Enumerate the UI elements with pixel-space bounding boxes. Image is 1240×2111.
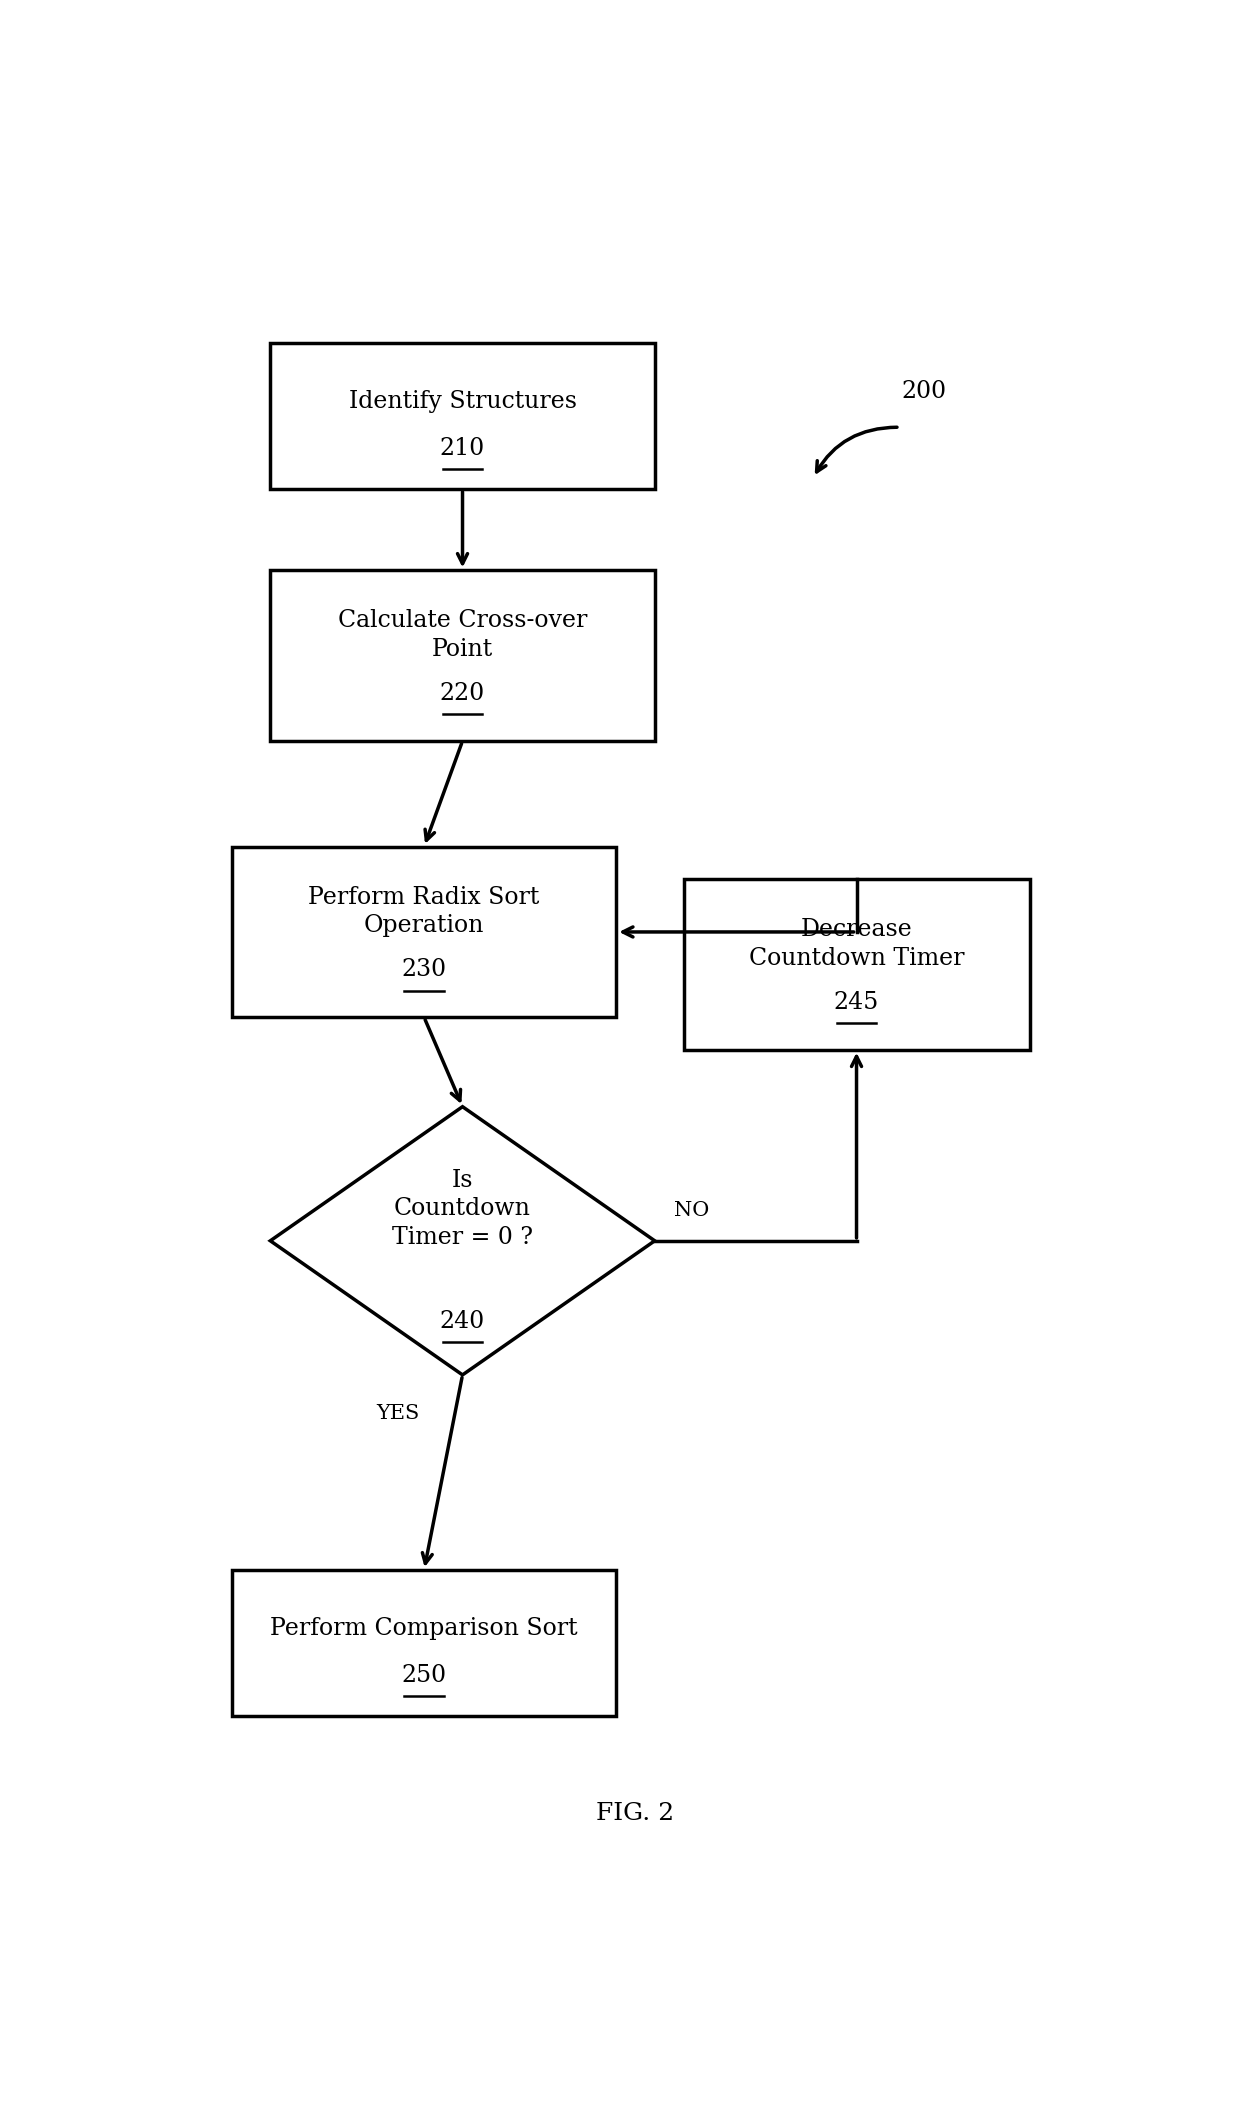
Text: NO: NO bbox=[675, 1201, 709, 1220]
Text: Calculate Cross-over
Point: Calculate Cross-over Point bbox=[337, 610, 588, 661]
FancyBboxPatch shape bbox=[232, 847, 616, 1018]
FancyBboxPatch shape bbox=[270, 570, 655, 741]
Polygon shape bbox=[270, 1106, 655, 1374]
Text: Perform Comparison Sort: Perform Comparison Sort bbox=[270, 1617, 578, 1640]
Text: FIG. 2: FIG. 2 bbox=[596, 1803, 675, 1826]
Text: Is
Countdown
Timer = 0 ?: Is Countdown Timer = 0 ? bbox=[392, 1169, 533, 1248]
Text: Identify Structures: Identify Structures bbox=[348, 391, 577, 414]
Text: 210: 210 bbox=[440, 437, 485, 460]
Text: 250: 250 bbox=[402, 1663, 446, 1687]
Text: 230: 230 bbox=[402, 958, 446, 982]
Text: 240: 240 bbox=[440, 1309, 485, 1332]
Text: 220: 220 bbox=[440, 682, 485, 705]
Text: Perform Radix Sort
Operation: Perform Radix Sort Operation bbox=[309, 887, 539, 937]
FancyBboxPatch shape bbox=[683, 878, 1029, 1049]
Text: 245: 245 bbox=[835, 990, 879, 1013]
FancyBboxPatch shape bbox=[270, 342, 655, 490]
FancyBboxPatch shape bbox=[232, 1571, 616, 1716]
Text: Decrease
Countdown Timer: Decrease Countdown Timer bbox=[749, 918, 965, 969]
FancyArrowPatch shape bbox=[817, 426, 897, 473]
Text: YES: YES bbox=[376, 1404, 419, 1423]
Text: 200: 200 bbox=[901, 380, 946, 403]
